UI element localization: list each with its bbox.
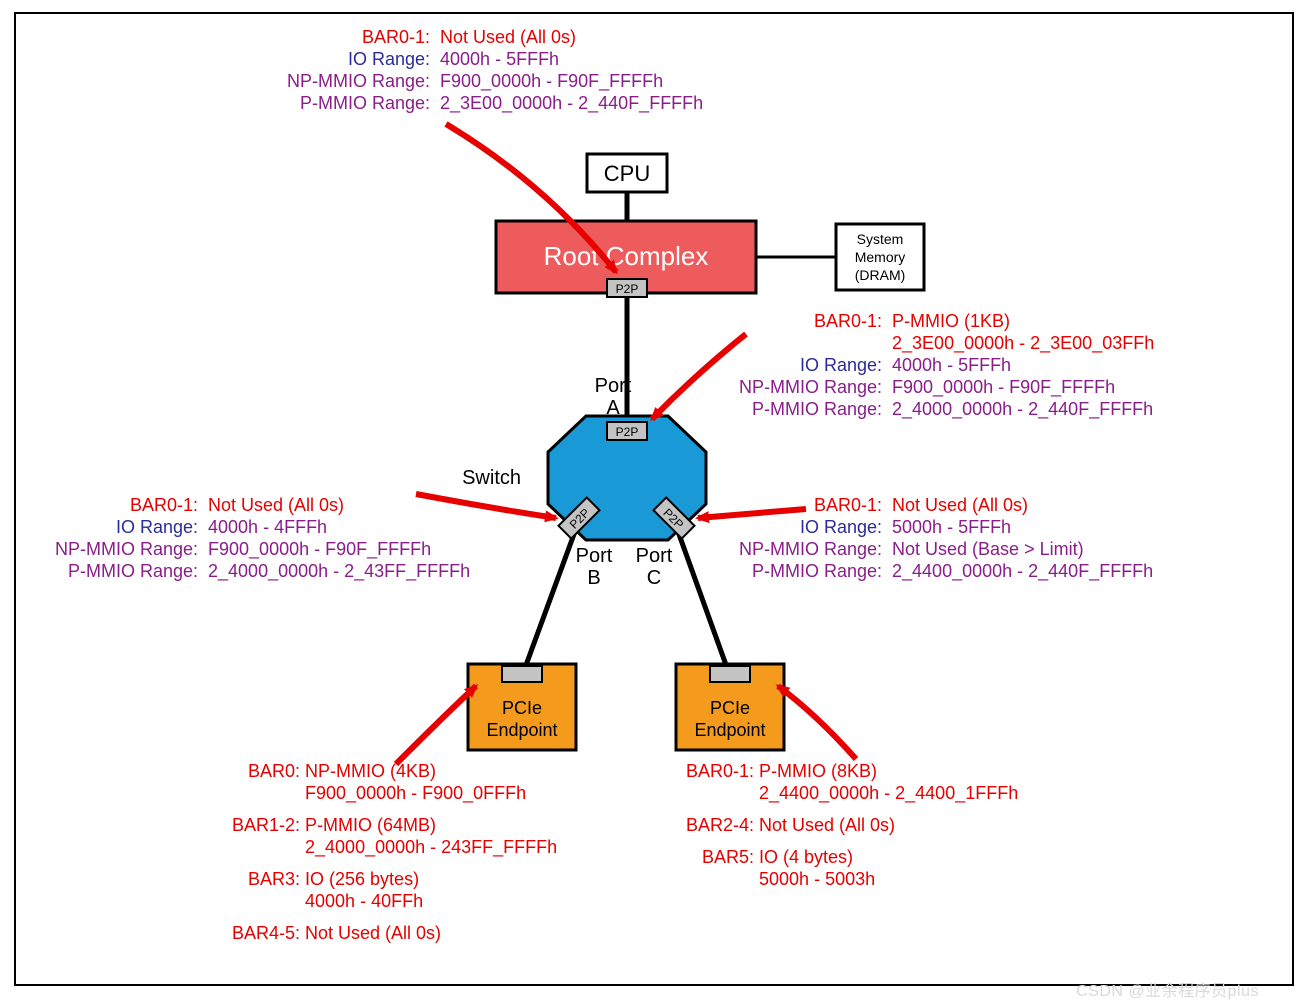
root-io-k: IO Range: bbox=[274, 48, 430, 70]
pa-io-v: 4000h - 5FFFh bbox=[892, 354, 1011, 376]
pc-pm-v: 2_4400_0000h - 2_440F_FFFFh bbox=[892, 560, 1153, 582]
portC-l1: Port bbox=[636, 545, 673, 567]
root-bar-v: Not Used (All 0s) bbox=[440, 26, 576, 48]
pc-bar-k: BAR0-1: bbox=[722, 494, 882, 516]
root-np-k: NP-MMIO Range: bbox=[274, 70, 430, 92]
er-b01-v1: P-MMIO (8KB) bbox=[759, 760, 877, 782]
mem-l1: System bbox=[857, 231, 904, 247]
switch-label: Switch bbox=[462, 467, 521, 489]
portC-l2: C bbox=[647, 567, 661, 589]
switch-p2p-a: P2P bbox=[616, 425, 639, 439]
pc-bar-v: Not Used (All 0s) bbox=[892, 494, 1028, 516]
pc-pm-k: P-MMIO Range: bbox=[722, 560, 882, 582]
pc-np-k: NP-MMIO Range: bbox=[722, 538, 882, 560]
root-info: BAR0-1: Not Used (All 0s) IO Range: 4000… bbox=[274, 26, 703, 114]
pa-pm-k: P-MMIO Range: bbox=[722, 398, 882, 420]
el-b3-v1: IO (256 bytes) bbox=[305, 868, 419, 890]
root-p2p: P2P bbox=[616, 282, 639, 296]
er-b24-v: Not Used (All 0s) bbox=[759, 814, 895, 836]
root-bar-k: BAR0-1: bbox=[274, 26, 430, 48]
el-b12-k: BAR1-2: bbox=[224, 814, 300, 836]
pa-bar-v1: P-MMIO (1KB) bbox=[892, 310, 1010, 332]
pc-io-v: 5000h - 5FFFh bbox=[892, 516, 1011, 538]
pb-bar-v: Not Used (All 0s) bbox=[208, 494, 344, 516]
portB-info: BAR0-1: Not Used (All 0s) IO Range: 4000… bbox=[42, 494, 470, 582]
pa-pm-v: 2_4000_0000h - 2_440F_FFFFh bbox=[892, 398, 1153, 420]
pb-io-k: IO Range: bbox=[42, 516, 198, 538]
ep-right-info: BAR0-1: P-MMIO (8KB) 2_4400_0000h - 2_44… bbox=[674, 760, 1018, 890]
diagram-frame: CPU Root Complex P2P System Memory (DRAM… bbox=[14, 12, 1294, 986]
ep-left-info: BAR0: NP-MMIO (4KB) F900_0000h - F900_0F… bbox=[224, 760, 557, 944]
el-b12-v2: 2_4000_0000h - 243FF_FFFFh bbox=[305, 836, 557, 858]
el-b45-v: Not Used (All 0s) bbox=[305, 922, 441, 944]
pa-np-v: F900_0000h - F90F_FFFFh bbox=[892, 376, 1115, 398]
ep-left-l1: PCIe bbox=[502, 698, 542, 718]
pb-np-v: F900_0000h - F90F_FFFFh bbox=[208, 538, 431, 560]
ep-right-l2: Endpoint bbox=[694, 720, 765, 740]
pa-np-k: NP-MMIO Range: bbox=[722, 376, 882, 398]
er-b5-v2: 5000h - 5003h bbox=[759, 868, 875, 890]
el-b12-v1: P-MMIO (64MB) bbox=[305, 814, 436, 836]
el-b0-v1: NP-MMIO (4KB) bbox=[305, 760, 436, 782]
er-b01-v2: 2_4400_0000h - 2_4400_1FFFh bbox=[759, 782, 1018, 804]
root-pm-v: 2_3E00_0000h - 2_440F_FFFFh bbox=[440, 92, 703, 114]
watermark: CSDN @业余程序员plus bbox=[1076, 977, 1259, 1001]
ep-right-l1: PCIe bbox=[710, 698, 750, 718]
pb-io-v: 4000h - 4FFFh bbox=[208, 516, 327, 538]
er-b24-k: BAR2-4: bbox=[674, 814, 754, 836]
pc-io-k: IO Range: bbox=[722, 516, 882, 538]
portC-info: BAR0-1: Not Used (All 0s) IO Range: 5000… bbox=[722, 494, 1153, 582]
mem-l2: Memory bbox=[855, 249, 906, 265]
el-b45-k: BAR4-5: bbox=[224, 922, 300, 944]
cpu-label: CPU bbox=[604, 161, 650, 186]
mem-l3: (DRAM) bbox=[855, 267, 906, 283]
pb-bar-k: BAR0-1: bbox=[42, 494, 198, 516]
portA-l1: Port bbox=[595, 375, 632, 397]
portB-l1: Port bbox=[576, 545, 613, 567]
pb-np-k: NP-MMIO Range: bbox=[42, 538, 198, 560]
er-b5-k: BAR5: bbox=[674, 846, 754, 868]
er-b01-k: BAR0-1: bbox=[674, 760, 754, 782]
el-b0-k: BAR0: bbox=[224, 760, 300, 782]
portB-l2: B bbox=[587, 567, 600, 589]
el-b0-v2: F900_0000h - F900_0FFFh bbox=[305, 782, 526, 804]
pc-np-v: Not Used (Base > Limit) bbox=[892, 538, 1084, 560]
root-label: Root Complex bbox=[544, 241, 709, 271]
ep-left-l2: Endpoint bbox=[486, 720, 557, 740]
root-pm-k: P-MMIO Range: bbox=[274, 92, 430, 114]
root-np-v: F900_0000h - F90F_FFFFh bbox=[440, 70, 663, 92]
el-b3-k: BAR3: bbox=[224, 868, 300, 890]
portA-info: BAR0-1: P-MMIO (1KB) 2_3E00_0000h - 2_3E… bbox=[722, 310, 1154, 420]
pa-bar-v2: 2_3E00_0000h - 2_3E00_03FFh bbox=[892, 332, 1154, 354]
pb-pm-v: 2_4000_0000h - 2_43FF_FFFFh bbox=[208, 560, 470, 582]
el-b3-v2: 4000h - 40FFh bbox=[305, 890, 423, 912]
root-io-v: 4000h - 5FFFh bbox=[440, 48, 559, 70]
pb-pm-k: P-MMIO Range: bbox=[42, 560, 198, 582]
pa-io-k: IO Range: bbox=[722, 354, 882, 376]
pa-bar-k: BAR0-1: bbox=[722, 310, 882, 332]
er-b5-v1: IO (4 bytes) bbox=[759, 846, 853, 868]
